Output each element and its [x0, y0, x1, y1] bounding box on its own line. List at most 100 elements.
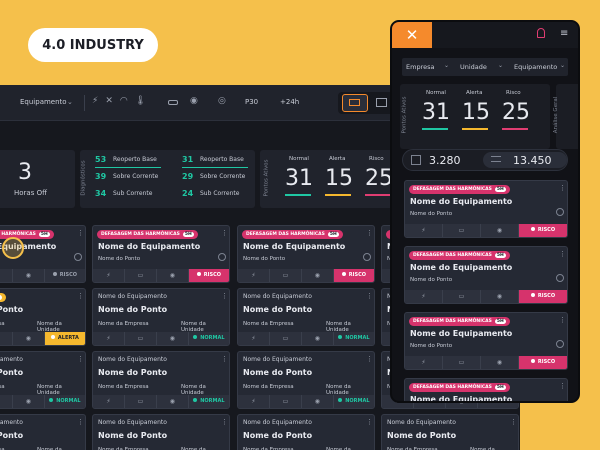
badge: 4.0 INDUSTRY — [28, 28, 158, 62]
card-header: Nome do Equipamento — [0, 419, 23, 426]
tag-text: DEFASAGEM DAS HARMÔNICAS — [413, 187, 492, 192]
card-company: Nome da Empresa — [243, 447, 294, 450]
diag-underline — [182, 167, 248, 168]
tag-code: 5H — [494, 187, 506, 192]
view-map[interactable] — [376, 98, 387, 107]
card-sub: Nome do Ponto — [98, 256, 141, 262]
card-title: Nome do Equipamento — [98, 242, 201, 251]
analysis-box: Análise Geral — [553, 84, 578, 149]
strip-icon: ◉ — [157, 395, 189, 408]
status-dot — [196, 272, 201, 276]
card-company: Nome da Empresa — [243, 321, 294, 327]
card-sub: Nome do Ponto — [243, 256, 286, 262]
info — [363, 253, 371, 261]
diagnostics-label: Diagnósticos — [80, 160, 87, 196]
range[interactable]: +24h — [280, 98, 300, 106]
off-box: 3 Horas Off — [0, 150, 75, 208]
strip-icon: ▭ — [443, 224, 481, 237]
view-desktop[interactable] — [342, 94, 368, 112]
kebab: ⋮ — [366, 355, 373, 363]
card: Nome do Equipamento Nome do Ponto Nome da … — [0, 351, 86, 409]
card-title: Nome do Equipamento — [410, 263, 513, 272]
status: NORMAL — [189, 332, 229, 345]
tag-code: 5H — [494, 253, 506, 258]
card-title: Nome do Ponto — [98, 368, 168, 377]
info — [218, 253, 226, 261]
card-title: Nome do Ponto — [243, 305, 313, 314]
icons[interactable]: ⚡✕◠🌡 — [92, 96, 154, 106]
strip-icon: ⚡ — [93, 332, 125, 345]
menu[interactable]: ≡ — [560, 28, 569, 39]
strip-icon: ◉ — [302, 332, 334, 345]
card-unit: Nome da Unidade — [181, 447, 206, 450]
tag-code: 5H — [182, 232, 194, 237]
divider — [84, 95, 85, 111]
point-value: 25 — [502, 100, 530, 125]
status: RISCO — [518, 290, 567, 303]
kebab: ⋮ — [221, 229, 228, 237]
diag-value: 29 — [182, 172, 194, 181]
diag-label: Sobre Corrente — [113, 173, 159, 180]
tag-code: 5H — [0, 295, 2, 300]
diag-value: 39 — [95, 172, 107, 181]
chevron: ⌄ — [67, 98, 73, 106]
filter[interactable]: Equipamento — [20, 98, 67, 106]
diag-value: 53 — [95, 155, 107, 164]
icon-target[interactable]: ◎ — [218, 96, 226, 106]
strip: ⚡▭◉NORMAL — [0, 395, 85, 408]
kebab: ⋮ — [366, 418, 373, 426]
strip-icon: ⚡ — [405, 290, 443, 303]
strip-icon: ◉ — [157, 269, 189, 282]
filter: Unidade — [460, 63, 487, 71]
kebab: ⋮ — [77, 229, 84, 237]
strip-icon: ⚡ — [405, 356, 443, 369]
card: Nome do Equipamento Nome do Ponto Nome da … — [0, 414, 86, 450]
period[interactable]: P30 — [245, 98, 259, 106]
diag-value: 24 — [182, 189, 194, 198]
card-unit: Nome da Unidade — [37, 384, 62, 396]
kebab: ⋮ — [221, 418, 228, 426]
point-label: Normal — [426, 90, 446, 96]
strip-icon: ◉ — [481, 290, 519, 303]
off-value: 3 — [18, 160, 32, 185]
diag-underline — [95, 167, 161, 168]
strip-icon: ▭ — [125, 269, 157, 282]
card-unit: Nome da Unidade — [470, 447, 495, 450]
strip-icon: ▭ — [270, 395, 302, 408]
point-label: Risco — [369, 156, 384, 162]
card-unit: Nome da Unidade — [181, 321, 206, 333]
counter: 3.280 — [429, 154, 461, 167]
card-company: Nome da Empresa — [0, 321, 5, 327]
card-title: Nome do Equipamento — [0, 242, 57, 251]
strip-icon: ◉ — [302, 269, 334, 282]
point-bar — [325, 194, 351, 196]
status: RISCO — [518, 356, 567, 369]
tag-code: 5H — [327, 232, 339, 237]
info — [556, 274, 564, 282]
status-dot — [49, 398, 54, 402]
logo[interactable]: ✕ — [392, 22, 432, 48]
status-text: RISCO — [537, 227, 556, 233]
card-unit: Nome da Unidade — [181, 384, 206, 396]
info — [556, 208, 564, 216]
icon-signal[interactable]: ◉ — [190, 96, 198, 106]
cursor-highlight — [2, 237, 24, 259]
counter: 13.450 — [513, 154, 552, 167]
strip-icon: ▭ — [0, 269, 13, 282]
kebab: ⋮ — [77, 355, 84, 363]
icon-battery[interactable] — [168, 100, 178, 105]
bell[interactable] — [537, 28, 545, 38]
card-header: Nome do Equipamento — [243, 419, 312, 426]
status-dot — [50, 335, 55, 339]
diag-label: Sub Corrente — [113, 190, 153, 197]
tag-text: DEFASAGEM DAS HARMÔNICAS — [413, 253, 492, 258]
strip-icon: ◉ — [481, 224, 519, 237]
diag-value: 31 — [182, 155, 194, 164]
status-text: RISCO — [537, 359, 556, 365]
